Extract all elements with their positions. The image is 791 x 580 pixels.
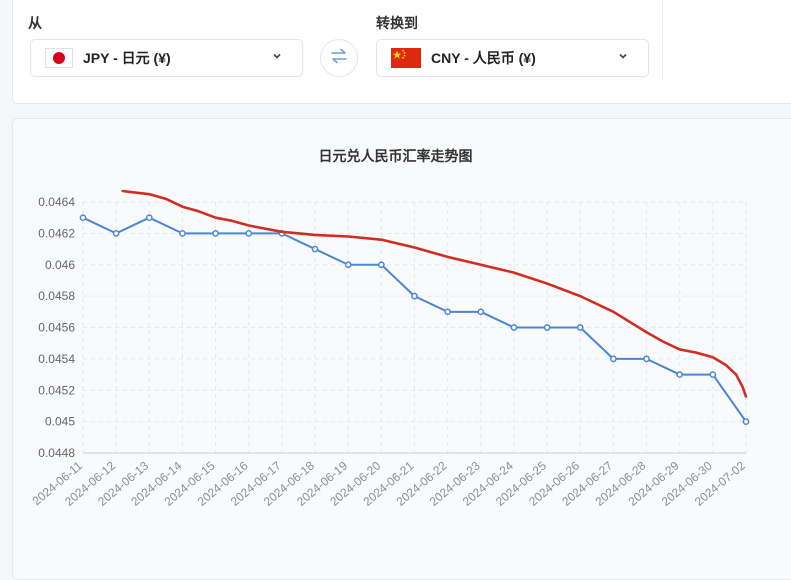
y-tick-label: 0.0464 bbox=[38, 195, 75, 209]
data-point bbox=[179, 230, 186, 237]
swap-currencies-button[interactable] bbox=[320, 39, 358, 77]
to-currency-value: CNY - 人民币 (¥) bbox=[431, 50, 536, 66]
swap-arrows-icon bbox=[330, 48, 348, 69]
chart-panel bbox=[12, 118, 791, 580]
y-tick-label: 0.0454 bbox=[38, 352, 75, 366]
data-point bbox=[212, 230, 219, 237]
from-currency-select[interactable]: JPY - 日元 (¥) bbox=[30, 39, 303, 77]
data-point bbox=[576, 324, 584, 331]
data-point bbox=[145, 214, 153, 222]
data-point bbox=[344, 261, 352, 269]
y-tick-label: 0.0462 bbox=[38, 226, 75, 240]
jp-flag-icon bbox=[45, 48, 73, 68]
divider bbox=[662, 0, 663, 78]
y-tick-label: 0.0456 bbox=[38, 321, 75, 335]
to-label: 转换到 bbox=[376, 15, 418, 31]
data-point bbox=[742, 418, 750, 425]
data-point bbox=[610, 355, 617, 363]
data-point bbox=[676, 371, 684, 378]
y-tick-label: 0.0452 bbox=[38, 383, 75, 397]
data-point bbox=[643, 355, 650, 363]
data-point bbox=[79, 214, 87, 222]
y-tick-label: 0.0448 bbox=[38, 446, 75, 460]
cn-flag-icon bbox=[391, 48, 421, 68]
data-point bbox=[245, 230, 253, 237]
data-point bbox=[411, 292, 418, 300]
from-label: 从 bbox=[28, 15, 42, 31]
data-point bbox=[444, 308, 451, 316]
exchange-rate-line-chart: 0.0448 0.045 0.0452 0.0454 0.0456 0.0458 0.046… bbox=[30, 189, 750, 509]
data-point bbox=[709, 371, 717, 378]
data-point bbox=[311, 245, 319, 253]
y-tick-label: 0.0458 bbox=[38, 289, 75, 303]
series-line-2 bbox=[121, 189, 748, 398]
data-point bbox=[510, 324, 518, 331]
data-point bbox=[112, 230, 120, 237]
y-tick-label: 0.046 bbox=[45, 258, 75, 272]
chevron-down-icon bbox=[272, 50, 282, 64]
data-point bbox=[543, 324, 551, 331]
chart-title: 日元兑人民币汇率走势图 bbox=[318, 148, 473, 164]
from-currency-value: JPY - 日元 (¥) bbox=[83, 50, 171, 66]
data-point bbox=[477, 308, 485, 316]
data-point bbox=[378, 261, 385, 269]
y-tick-label: 0.045 bbox=[45, 415, 75, 429]
to-currency-select[interactable]: CNY - 人民币 (¥) bbox=[376, 39, 649, 77]
chevron-down-icon bbox=[618, 50, 628, 64]
